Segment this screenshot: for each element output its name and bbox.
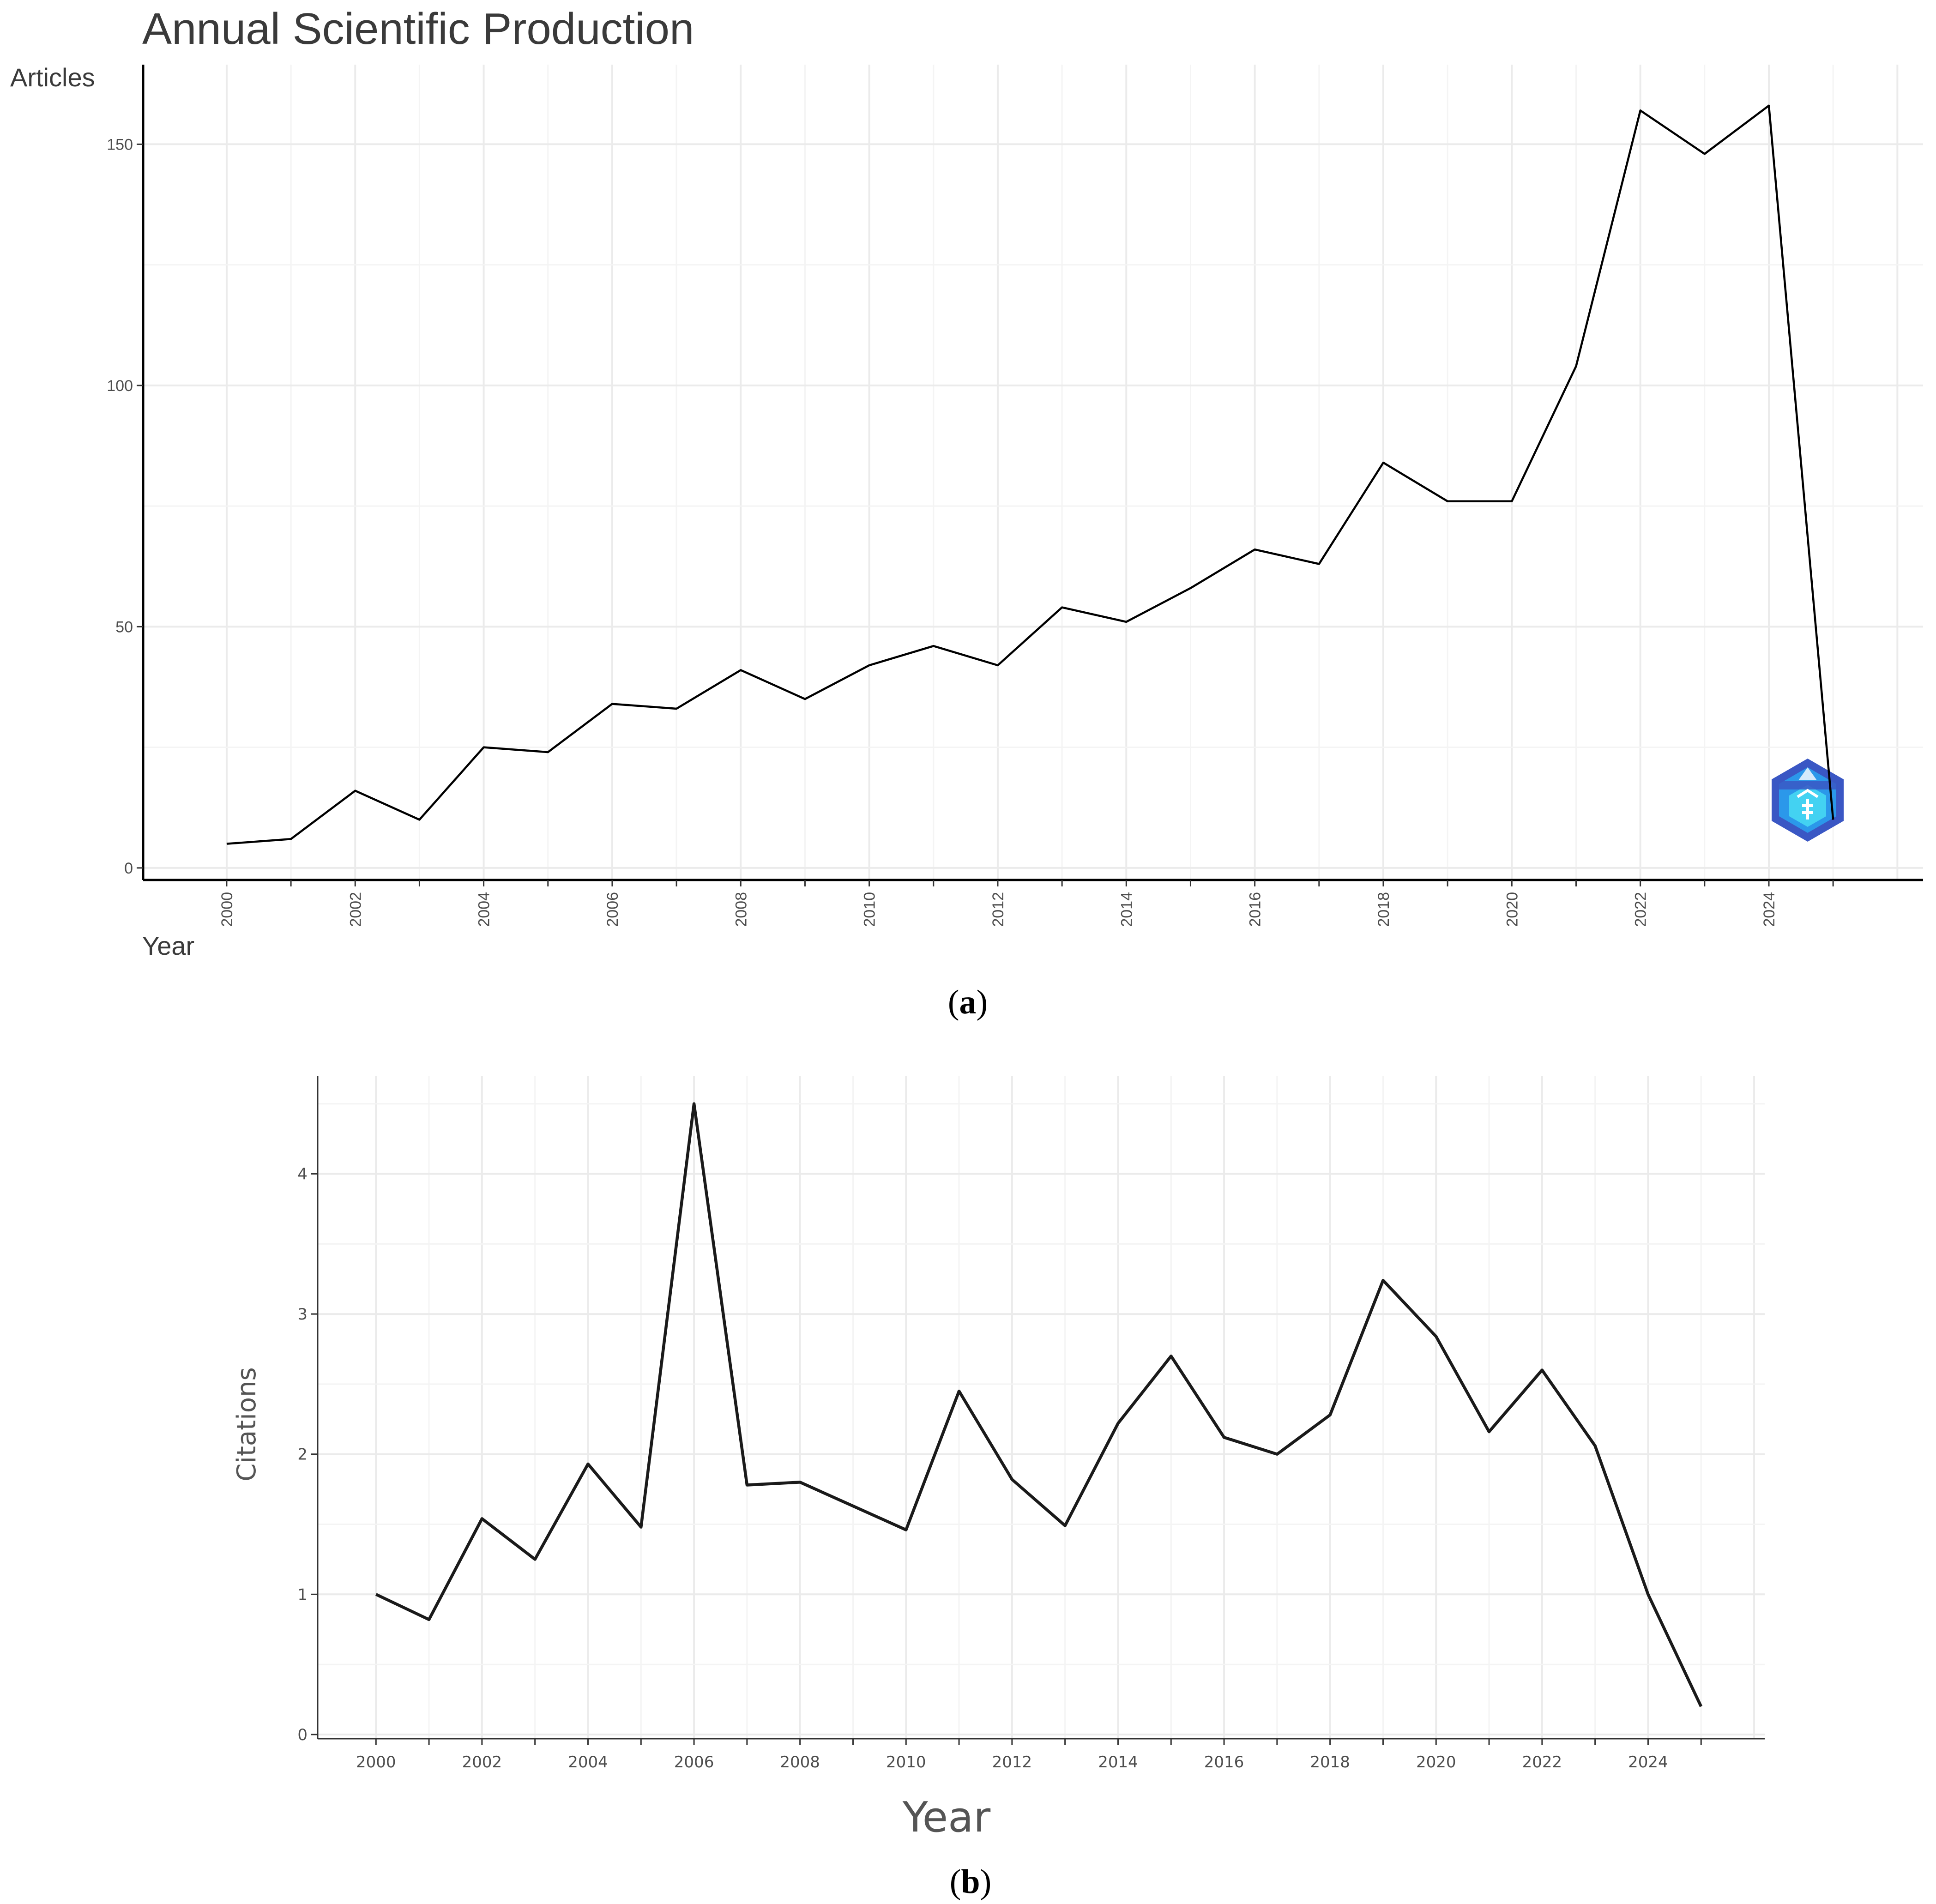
chart-b-x-tick-label: 2024 — [1628, 1753, 1668, 1771]
chart-b-x-ticks: 2000 2002 2004 2006 2008 2010 2012 2014 2016 2018… — [356, 1739, 1702, 1771]
panel-b-caption: (b) — [950, 1863, 991, 1901]
chart-a-gridlines — [143, 65, 1923, 880]
chart-b-x-tick-label: 2010 — [886, 1753, 926, 1771]
chart-b-y-tick-label: 0 — [297, 1726, 308, 1744]
chart-a-x-tick-label: 2000 — [218, 892, 236, 927]
chart-b-x-tick-label: 2014 — [1098, 1753, 1138, 1771]
chart-a-x-axis-title: Year — [142, 931, 194, 960]
chart-a-y-tick-label: 150 — [107, 136, 133, 153]
chart-a-y-axis-title: Articles — [10, 63, 95, 92]
chart-a-x-tick-label: 2012 — [989, 892, 1007, 927]
chart-b-y-tick-label: 1 — [297, 1585, 308, 1604]
chart-b-y-tick-label: 2 — [297, 1446, 308, 1464]
bibliometrix-logo-icon — [1772, 759, 1844, 842]
chart-b-x-tick-label: 2018 — [1310, 1753, 1350, 1771]
chart-a-x-tick-label: 2008 — [732, 892, 750, 927]
chart-b-y-axis-title: Citations — [232, 1367, 262, 1481]
chart-a-x-tick-label: 2014 — [1118, 892, 1135, 927]
chart-a-x-tick-label: 2022 — [1632, 892, 1650, 927]
chart-a-x-ticks: 2000 2002 2004 2006 2008 2010 2012 2014 2016 2018… — [218, 880, 1834, 927]
chart-a-y-ticks: 0 50 100 150 — [107, 136, 143, 877]
chart-b-x-tick-label: 2004 — [568, 1753, 608, 1771]
chart-a-y-tick-label: 0 — [124, 860, 133, 877]
chart-b-x-tick-label: 2012 — [992, 1753, 1032, 1771]
chart-a-x-tick-label: 2016 — [1247, 892, 1264, 927]
chart-b-y-ticks: 0 1 2 3 4 — [297, 1165, 318, 1744]
chart-b-x-tick-label: 2006 — [674, 1753, 714, 1771]
chart-b-line — [375, 1102, 1703, 1707]
chart-b-x-tick-label: 2020 — [1416, 1753, 1456, 1771]
chart-a-x-tick-label: 2020 — [1503, 892, 1521, 927]
chart-b-x-tick-label: 2008 — [780, 1753, 820, 1771]
chart-b-series — [375, 1102, 1703, 1707]
chart-a-line — [226, 104, 1834, 845]
chart-a-x-tick-label: 2010 — [861, 892, 879, 927]
panel-b-caption-letter: b — [961, 1863, 980, 1901]
chart-b-gridlines — [318, 1076, 1765, 1739]
panel-a-caption-letter: a — [959, 983, 977, 1021]
chart-b-x-tick-label: 2002 — [462, 1753, 502, 1771]
chart-a-y-tick-label: 50 — [115, 618, 133, 636]
chart-b-x-tick-label: 2000 — [356, 1753, 396, 1771]
panel-a-caption: (a) — [948, 983, 988, 1021]
chart-a-series — [226, 104, 1834, 845]
panel-a-chart: Annual Scientific Production 0 50 100 150 2… — [10, 4, 1923, 960]
chart-b-x-tick-label: 2022 — [1522, 1753, 1562, 1771]
chart-a-y-tick-label: 100 — [107, 377, 133, 395]
chart-a-x-tick-label: 2024 — [1761, 892, 1778, 927]
chart-b-y-tick-label: 3 — [297, 1305, 308, 1324]
chart-a-x-tick-label: 2018 — [1375, 892, 1393, 927]
chart-b-y-tick-label: 4 — [297, 1165, 308, 1184]
chart-a-x-tick-label: 2002 — [347, 892, 364, 927]
chart-a-x-tick-label: 2006 — [604, 892, 621, 927]
chart-b-x-axis-title: Year — [902, 1793, 991, 1842]
chart-b-x-tick-label: 2016 — [1204, 1753, 1244, 1771]
chart-a-title: Annual Scientific Production — [142, 4, 694, 54]
chart-a-x-tick-label: 2004 — [476, 892, 493, 927]
